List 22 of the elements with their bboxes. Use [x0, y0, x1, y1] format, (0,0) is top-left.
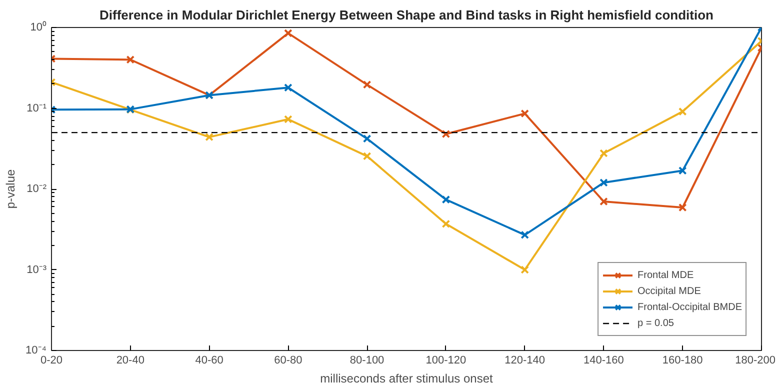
- legend-label: Frontal-Occipital BMDE: [638, 302, 742, 312]
- legend-label: p = 0.05: [638, 318, 674, 328]
- x-axis-title: milliseconds after stimulus onset: [320, 372, 494, 386]
- y-tick-label: 10⁻²: [26, 183, 47, 195]
- y-tick-label: 10⁻¹: [26, 102, 47, 114]
- y-axis-title: p-value: [4, 168, 18, 209]
- x-tick-label: 40-60: [195, 354, 224, 366]
- legend-label: Occipital MDE: [638, 286, 701, 296]
- x-tick-label: 20-40: [116, 354, 144, 366]
- x-tick-label: 0-20: [40, 354, 63, 366]
- chart-title: Difference in Modular Dirichlet Energy Between Shape and Bind tasks in Right hemisfield condition: [100, 8, 714, 22]
- y-tick-label: 10⁻⁴: [26, 344, 47, 356]
- legend-label: Frontal MDE: [638, 270, 694, 280]
- x-tick-label: 160-180: [662, 354, 703, 366]
- y-tick-label: 10⁻³: [26, 264, 47, 276]
- x-tick-label: 140-160: [584, 354, 624, 366]
- x-tick-label: 120-140: [504, 354, 546, 366]
- x-tick-label: 60-80: [274, 354, 302, 366]
- x-tick-label: 100-120: [426, 354, 466, 366]
- x-tick-label: 80-100: [350, 354, 384, 366]
- y-tick-label: 10⁰: [30, 20, 47, 34]
- x-tick-label: 180-200: [735, 354, 776, 366]
